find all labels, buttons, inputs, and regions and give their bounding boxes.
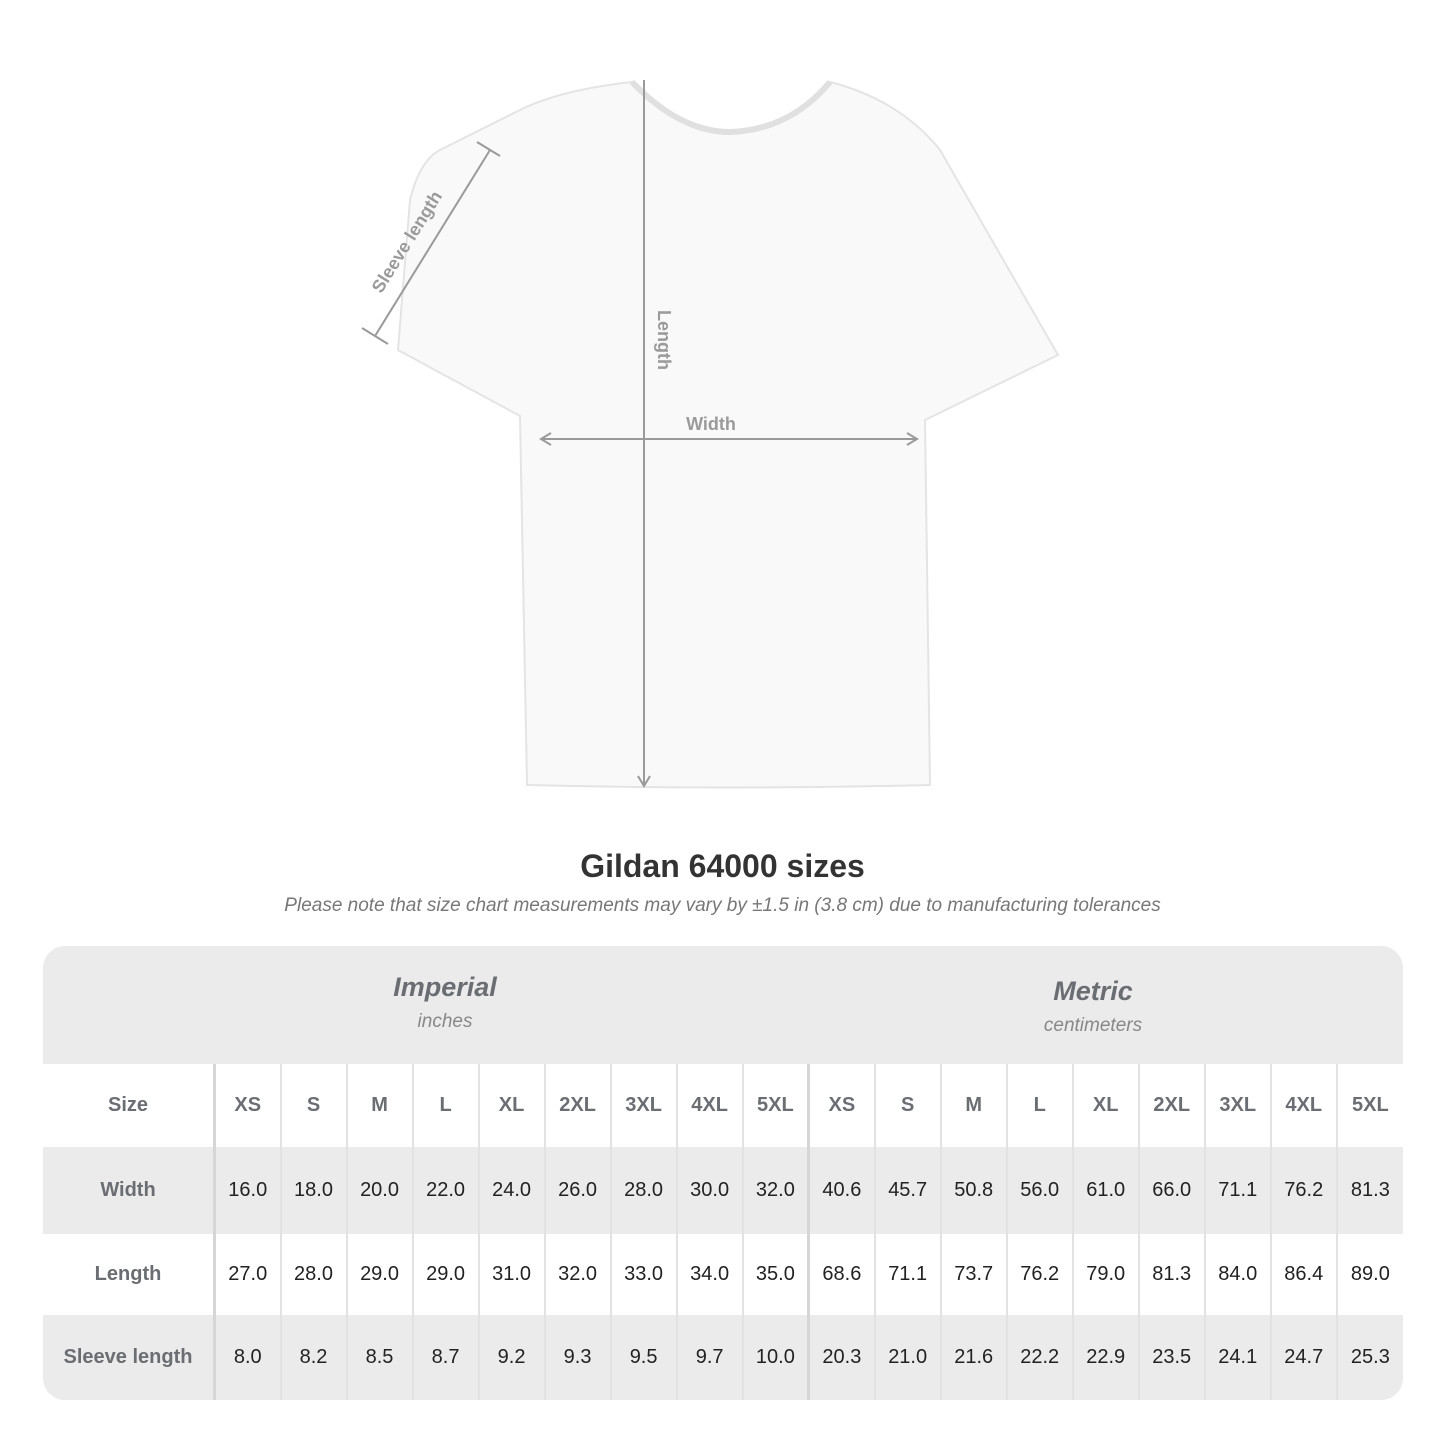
metric-cell: 73.7 — [939, 1234, 1007, 1315]
metric-cell: 20.3 — [807, 1315, 875, 1400]
imperial-cell: 8.5 — [345, 1315, 413, 1400]
imperial-cell: 29.0 — [411, 1234, 479, 1315]
imperial-cell: 8.2 — [279, 1315, 347, 1400]
imperial-cell: 8.0 — [213, 1315, 281, 1400]
row-label: Width — [43, 1147, 216, 1234]
metric-cell: 56.0 — [1005, 1147, 1073, 1234]
metric-cell: 24.1 — [1203, 1315, 1271, 1400]
imperial-cell: 33.0 — [609, 1234, 677, 1315]
imperial-size-header: 3XL — [609, 1064, 677, 1147]
metric-cell: 22.2 — [1005, 1315, 1073, 1400]
table-header-row: Size XS S M L XL 2XL 3XL 4XL 5XL XS S M L XL 2XL 3XL 4XL 5… — [43, 1064, 1403, 1147]
table-row: Sleeve length 8.0 8.2 8.5 8.7 9.2 9.3 9.5 9.7 10.… — [43, 1315, 1403, 1400]
metric-cell: 61.0 — [1071, 1147, 1139, 1234]
sleeve-length-line — [374, 149, 491, 337]
imperial-size-header: 5XL — [741, 1064, 809, 1147]
metric-size-header: XS — [807, 1064, 875, 1147]
imperial-cell: 10.0 — [741, 1315, 809, 1400]
metric-cell: 84.0 — [1203, 1234, 1271, 1315]
size-table: Size XS S M L XL 2XL 3XL 4XL 5XL XS S M L XL 2XL 3XL 4XL 5… — [43, 1064, 1403, 1400]
metric-cell: 25.3 — [1335, 1315, 1403, 1400]
metric-cell: 45.7 — [873, 1147, 941, 1234]
imperial-cell: 22.0 — [411, 1147, 479, 1234]
imperial-unit: inches — [417, 1011, 473, 1032]
imperial-cell: 20.0 — [345, 1147, 413, 1234]
imperial-cell: 35.0 — [741, 1234, 809, 1315]
imperial-cell: 9.2 — [477, 1315, 545, 1400]
metric-cell: 50.8 — [939, 1147, 1007, 1234]
imperial-cell: 9.3 — [543, 1315, 611, 1400]
metric-size-header: M — [939, 1064, 1007, 1147]
metric-cell: 79.0 — [1071, 1234, 1139, 1315]
imperial-size-header: M — [345, 1064, 413, 1147]
imperial-size-header: 4XL — [675, 1064, 743, 1147]
imperial-cell: 28.0 — [279, 1234, 347, 1315]
metric-cell: 68.6 — [807, 1234, 875, 1315]
width-label: Width — [686, 414, 736, 434]
metric-size-header: 4XL — [1269, 1064, 1337, 1147]
metric-header: Metric centimeters — [863, 976, 1323, 1037]
table-row: Length 27.0 28.0 29.0 29.0 31.0 32.0 33.0 34.0 35… — [43, 1234, 1403, 1315]
metric-cell: 24.7 — [1269, 1315, 1337, 1400]
table-row: Width 16.0 18.0 20.0 22.0 24.0 26.0 28.0 30.0 32.… — [43, 1147, 1403, 1234]
imperial-cell: 24.0 — [477, 1147, 545, 1234]
metric-cell: 66.0 — [1137, 1147, 1205, 1234]
imperial-cell: 18.0 — [279, 1147, 347, 1234]
imperial-size-header: L — [411, 1064, 479, 1147]
imperial-cell: 32.0 — [741, 1147, 809, 1234]
imperial-cell: 32.0 — [543, 1234, 611, 1315]
metric-cell: 22.9 — [1071, 1315, 1139, 1400]
metric-cell: 23.5 — [1137, 1315, 1205, 1400]
imperial-size-header: XL — [477, 1064, 545, 1147]
imperial-size-header: 2XL — [543, 1064, 611, 1147]
metric-size-header: 5XL — [1335, 1064, 1403, 1147]
row-label: Sleeve length — [43, 1315, 216, 1400]
metric-size-header: 3XL — [1203, 1064, 1271, 1147]
row-label: Length — [43, 1234, 216, 1315]
imperial-cell: 8.7 — [411, 1315, 479, 1400]
metric-cell: 71.1 — [1203, 1147, 1271, 1234]
metric-cell: 81.3 — [1335, 1147, 1403, 1234]
imperial-cell: 28.0 — [609, 1147, 677, 1234]
imperial-size-header: S — [279, 1064, 347, 1147]
imperial-size-header: XS — [213, 1064, 281, 1147]
metric-size-header: XL — [1071, 1064, 1139, 1147]
collar — [629, 79, 833, 136]
tshirt-diagram: Sleeve length Length Width — [361, 79, 1060, 789]
imperial-cell: 9.7 — [675, 1315, 743, 1400]
imperial-cell: 27.0 — [213, 1234, 281, 1315]
imperial-cell: 9.5 — [609, 1315, 677, 1400]
metric-title: Metric — [1053, 976, 1133, 1006]
metric-unit: centimeters — [1043, 1015, 1143, 1036]
imperial-header: Imperial inches — [215, 972, 675, 1033]
metric-cell: 89.0 — [1335, 1234, 1403, 1315]
size-header: Size — [43, 1064, 216, 1147]
length-label: Length — [654, 310, 674, 370]
metric-cell: 21.0 — [873, 1315, 941, 1400]
imperial-cell: 26.0 — [543, 1147, 611, 1234]
tolerance-note: Please note that size chart measurements… — [284, 895, 1161, 916]
metric-cell: 76.2 — [1269, 1147, 1337, 1234]
chart-title: Gildan 64000 sizes — [580, 848, 865, 884]
imperial-cell: 16.0 — [213, 1147, 281, 1234]
imperial-title: Imperial — [393, 972, 497, 1002]
metric-size-header: S — [873, 1064, 941, 1147]
imperial-cell: 29.0 — [345, 1234, 413, 1315]
tshirt-shape — [396, 80, 1060, 789]
imperial-cell: 30.0 — [675, 1147, 743, 1234]
metric-cell: 81.3 — [1137, 1234, 1205, 1315]
metric-size-header: 2XL — [1137, 1064, 1205, 1147]
metric-cell: 86.4 — [1269, 1234, 1337, 1315]
size-table-panel: Imperial inches Metric centimeters Size X… — [43, 946, 1403, 1400]
imperial-cell: 31.0 — [477, 1234, 545, 1315]
metric-cell: 76.2 — [1005, 1234, 1073, 1315]
imperial-cell: 34.0 — [675, 1234, 743, 1315]
metric-size-header: L — [1005, 1064, 1073, 1147]
metric-cell: 21.6 — [939, 1315, 1007, 1400]
metric-cell: 71.1 — [873, 1234, 941, 1315]
metric-cell: 40.6 — [807, 1147, 875, 1234]
